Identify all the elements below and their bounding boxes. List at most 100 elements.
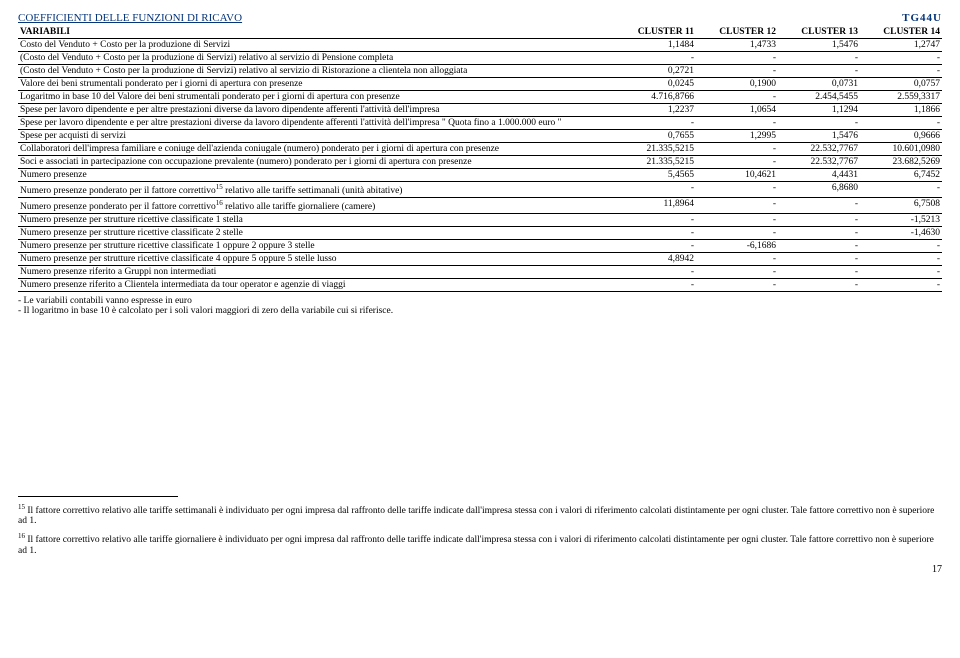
row-label: Numero presenze per strutture ricettive … xyxy=(18,227,614,240)
cell-value: - xyxy=(696,214,778,227)
doc-code: TG44U xyxy=(902,12,942,24)
table-row: Costo del Venduto + Costo per la produzi… xyxy=(18,39,942,52)
cell-value: 22.532,7767 xyxy=(778,143,860,156)
cell-value: 1,4733 xyxy=(696,39,778,52)
cell-value: - xyxy=(614,227,696,240)
cell-value: 1,5476 xyxy=(778,39,860,52)
table-row: Spese per lavoro dipendente e per altre … xyxy=(18,104,942,117)
row-label: Numero presenze riferito a Gruppi non in… xyxy=(18,266,614,279)
cell-value: 10.601,0980 xyxy=(860,143,942,156)
footnote-number: 15 xyxy=(18,503,25,511)
row-label: Numero presenze per strutture ricettive … xyxy=(18,253,614,266)
cell-value: - xyxy=(778,240,860,253)
footnote-text: Il fattore correttivo relativo alle tari… xyxy=(18,506,934,526)
cell-value: - xyxy=(614,117,696,130)
cell-value: 4.716,8766 xyxy=(614,91,696,104)
col-cluster11: CLUSTER 11 xyxy=(614,26,696,39)
cell-value: - xyxy=(860,117,942,130)
table-row: Numero presenze ponderato per il fattore… xyxy=(18,198,942,214)
cell-value: 0,0245 xyxy=(614,78,696,91)
row-label: Logaritmo in base 10 del Valore dei beni… xyxy=(18,91,614,104)
cell-value: 5,4565 xyxy=(614,169,696,182)
cell-value: - xyxy=(860,279,942,292)
row-label: (Costo del Venduto + Costo per la produz… xyxy=(18,65,614,78)
footnote-ref: 16 xyxy=(216,199,223,207)
cell-value: - xyxy=(778,198,860,214)
table-row: Numero presenze per strutture ricettive … xyxy=(18,227,942,240)
note-line: - Le variabili contabili vanno espresse … xyxy=(18,296,942,306)
cell-value: 6,7452 xyxy=(860,169,942,182)
footnote-text: Il fattore correttivo relativo alle tari… xyxy=(18,536,934,556)
cell-value: - xyxy=(696,117,778,130)
cell-value: - xyxy=(696,182,778,198)
table-row: Spese per acquisti di servizi0,76551,299… xyxy=(18,130,942,143)
cell-value: 0,0731 xyxy=(778,78,860,91)
cell-value: - xyxy=(696,266,778,279)
cell-value: 2.454,5455 xyxy=(778,91,860,104)
table-row: Numero presenze riferito a Gruppi non in… xyxy=(18,266,942,279)
page-title: COEFFICIENTI DELLE FUNZIONI DI RICAVO xyxy=(18,12,942,24)
cell-value: - xyxy=(696,198,778,214)
footnote-rule xyxy=(18,496,178,497)
row-label: Numero presenze ponderato per il fattore… xyxy=(18,182,614,198)
cell-value: - xyxy=(778,266,860,279)
footnote-16: 16 Il fattore correttivo relativo alle t… xyxy=(18,532,942,555)
cell-value: 0,0757 xyxy=(860,78,942,91)
cell-value: 0,2721 xyxy=(614,65,696,78)
table-row: Numero presenze per strutture ricettive … xyxy=(18,214,942,227)
cell-value: 10,4621 xyxy=(696,169,778,182)
cell-value: - xyxy=(614,52,696,65)
cell-value: - xyxy=(860,253,942,266)
cell-value: 4,4431 xyxy=(778,169,860,182)
row-label: Valore dei beni strumentali ponderato pe… xyxy=(18,78,614,91)
cell-value: 1,5476 xyxy=(778,130,860,143)
footnote-ref: 15 xyxy=(216,183,223,191)
row-label: Numero presenze per strutture ricettive … xyxy=(18,240,614,253)
cell-value: 2.559,3317 xyxy=(860,91,942,104)
note-line: - Il logaritmo in base 10 è calcolato pe… xyxy=(18,306,942,316)
cell-value: - xyxy=(860,182,942,198)
cell-value: 1,0654 xyxy=(696,104,778,117)
cell-value: 0,9666 xyxy=(860,130,942,143)
cell-value: 1,1866 xyxy=(860,104,942,117)
footnote-15: 15 Il fattore correttivo relativo alle t… xyxy=(18,503,942,526)
cell-value: - xyxy=(778,52,860,65)
cell-value: -1,5213 xyxy=(860,214,942,227)
cell-value: 11,8964 xyxy=(614,198,696,214)
cell-value: 4,8942 xyxy=(614,253,696,266)
cell-value: - xyxy=(778,214,860,227)
cell-value: - xyxy=(696,279,778,292)
table-row: Logaritmo in base 10 del Valore dei beni… xyxy=(18,91,942,104)
table-row: Numero presenze per strutture ricettive … xyxy=(18,253,942,266)
cell-value: - xyxy=(696,156,778,169)
cell-value: - xyxy=(696,65,778,78)
cell-value: - xyxy=(778,117,860,130)
cell-value: 1,1294 xyxy=(778,104,860,117)
table-row: Collaboratori dell'impresa familiare e c… xyxy=(18,143,942,156)
cell-value: - xyxy=(860,240,942,253)
table-row: Numero presenze per strutture ricettive … xyxy=(18,240,942,253)
cell-value: 0,1900 xyxy=(696,78,778,91)
cell-value: -1,4630 xyxy=(860,227,942,240)
col-variabili: VARIABILI xyxy=(18,26,614,39)
row-label: Numero presenze ponderato per il fattore… xyxy=(18,198,614,214)
col-cluster12: CLUSTER 12 xyxy=(696,26,778,39)
table-row: Soci e associati in partecipazione con o… xyxy=(18,156,942,169)
cell-value: 6,8680 xyxy=(778,182,860,198)
row-label: Spese per lavoro dipendente e per altre … xyxy=(18,104,614,117)
table-row: (Costo del Venduto + Costo per la produz… xyxy=(18,52,942,65)
cell-value: - xyxy=(614,182,696,198)
cell-value: - xyxy=(860,65,942,78)
table-row: Spese per lavoro dipendente e per altre … xyxy=(18,117,942,130)
row-label: Spese per lavoro dipendente e per altre … xyxy=(18,117,614,130)
cell-value: - xyxy=(778,227,860,240)
col-cluster14: CLUSTER 14 xyxy=(860,26,942,39)
cell-value: - xyxy=(696,253,778,266)
cell-value: - xyxy=(614,279,696,292)
footnotes: 15 Il fattore correttivo relativo alle t… xyxy=(18,496,942,555)
cell-value: -6,1686 xyxy=(696,240,778,253)
cell-value: - xyxy=(696,227,778,240)
footnote-number: 16 xyxy=(18,532,25,540)
cell-value: - xyxy=(778,253,860,266)
cell-value: 23.682,5269 xyxy=(860,156,942,169)
